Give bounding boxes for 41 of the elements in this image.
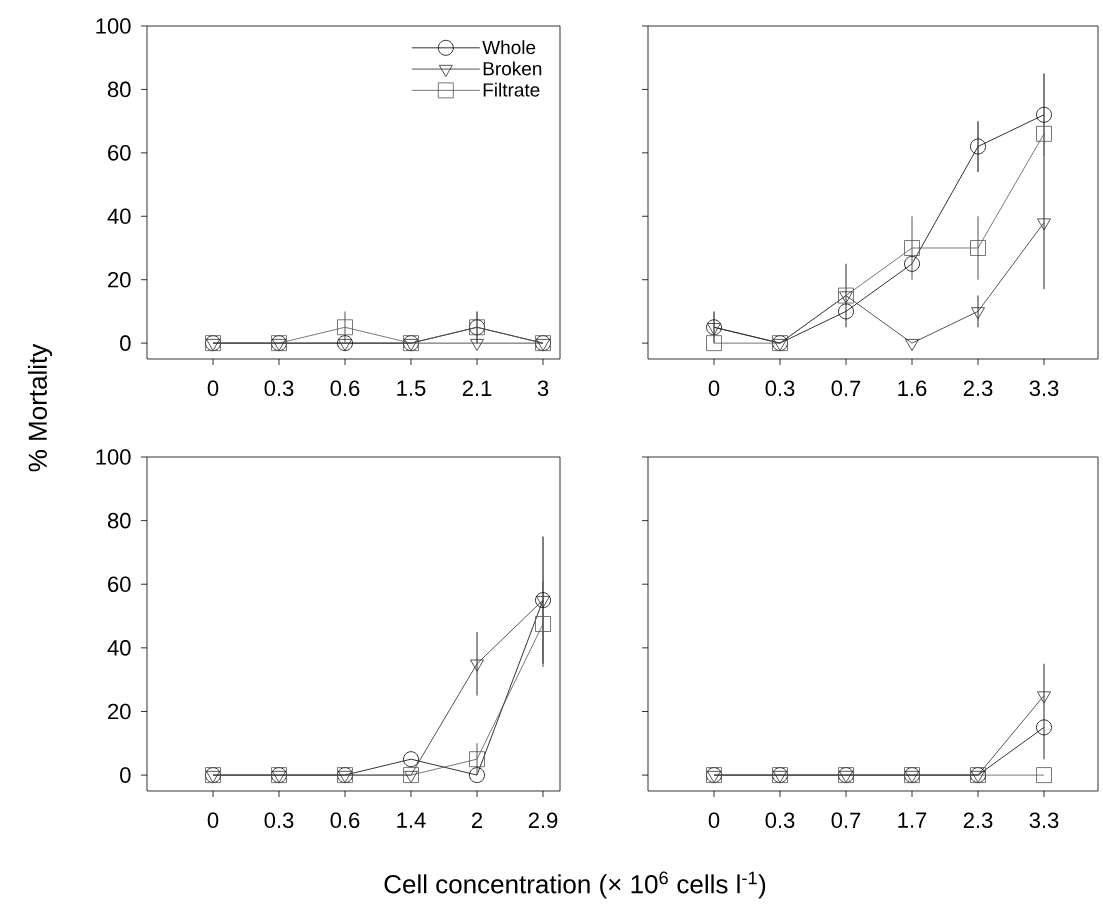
x-tick-label: 0.7 bbox=[831, 812, 861, 829]
y-tick-label: 60 bbox=[108, 576, 131, 593]
x-tick-label: 0.6 bbox=[330, 380, 360, 397]
x-tick-label: 0.3 bbox=[264, 812, 294, 829]
x-tick-label: 2.9 bbox=[528, 812, 558, 829]
x-tick-label: 2.3 bbox=[963, 380, 993, 397]
x-tick-label: 1.5 bbox=[397, 380, 426, 396]
x-tick-label: 3.3 bbox=[1029, 812, 1059, 829]
x-tick-label: 0 bbox=[708, 380, 720, 397]
x-tick-label: 0.3 bbox=[765, 380, 795, 397]
x-tick-label: 0 bbox=[708, 812, 720, 829]
x-tick-label: 0 bbox=[207, 812, 219, 829]
y-tick-label: 80 bbox=[107, 81, 131, 98]
x-tick-label: 1.7 bbox=[898, 812, 927, 828]
y-tick-label: 60 bbox=[108, 145, 131, 161]
x-tick-label: 1.4 bbox=[397, 812, 426, 828]
legend-label: Filtrate bbox=[483, 82, 540, 97]
y-tick-label: 80 bbox=[107, 512, 131, 529]
y-tick-label: 0 bbox=[120, 335, 131, 351]
x-tick-label: 0.3 bbox=[264, 380, 294, 397]
x-tick-label: 2.3 bbox=[963, 812, 993, 829]
y-tick-label: 40 bbox=[107, 208, 131, 225]
x-tick-label: 0.3 bbox=[765, 812, 795, 829]
x-tick-label: 1.6 bbox=[898, 380, 927, 397]
y-tick-label: 20 bbox=[108, 271, 131, 288]
y-axis-title: % Mortality bbox=[27, 343, 53, 472]
x-tick-label: 2.1 bbox=[462, 380, 492, 396]
x-tick-label: 0 bbox=[207, 380, 219, 397]
x-tick-label: 2 bbox=[472, 812, 483, 828]
y-tick-label: 20 bbox=[108, 703, 131, 720]
x-tick-label: 3 bbox=[537, 380, 549, 397]
x-axis-title: Cell concentration (× 10$^{6}$ cells l$^{-1}$) bbox=[384, 871, 766, 899]
y-tick-label: 0 bbox=[120, 767, 131, 783]
y-tick-label: 100 bbox=[96, 449, 131, 465]
x-tick-label: 0.6 bbox=[330, 812, 360, 829]
legend-label: Broken bbox=[483, 61, 542, 76]
x-tick-label: 3.3 bbox=[1029, 380, 1059, 397]
x-tick-label: 0.7 bbox=[831, 380, 861, 397]
legend-label: Whole bbox=[482, 40, 536, 55]
y-tick-label: 40 bbox=[107, 640, 131, 656]
y-tick-label: 100 bbox=[96, 18, 131, 34]
